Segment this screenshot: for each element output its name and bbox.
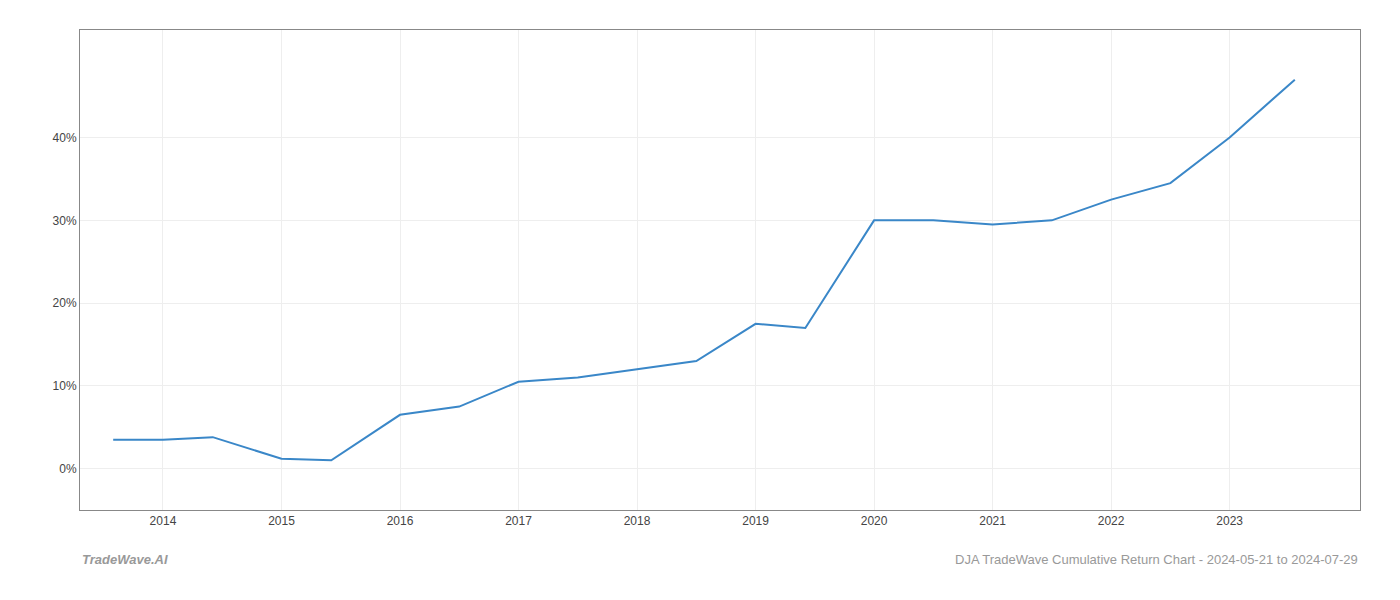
svg-text:2018: 2018 <box>624 514 651 528</box>
svg-text:20%: 20% <box>53 296 77 310</box>
svg-text:2019: 2019 <box>742 514 769 528</box>
svg-text:2020: 2020 <box>861 514 888 528</box>
svg-text:2022: 2022 <box>1098 514 1125 528</box>
svg-text:2016: 2016 <box>387 514 414 528</box>
svg-text:2015: 2015 <box>268 514 295 528</box>
svg-text:30%: 30% <box>53 214 77 228</box>
svg-text:DJA TradeWave Cumulative Retur: DJA TradeWave Cumulative Return Chart - … <box>955 552 1358 567</box>
svg-text:2021: 2021 <box>979 514 1006 528</box>
svg-text:10%: 10% <box>53 379 77 393</box>
svg-text:2017: 2017 <box>505 514 532 528</box>
svg-text:TradeWave.AI: TradeWave.AI <box>82 552 168 567</box>
svg-text:2023: 2023 <box>1216 514 1243 528</box>
svg-text:0%: 0% <box>59 462 77 476</box>
svg-text:2014: 2014 <box>150 514 177 528</box>
svg-text:40%: 40% <box>53 131 77 145</box>
